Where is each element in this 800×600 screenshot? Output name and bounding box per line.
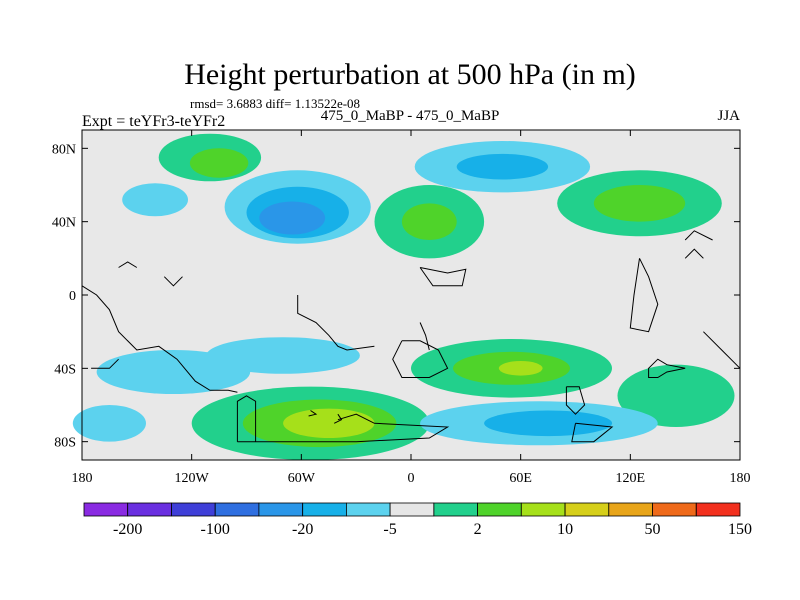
coastline	[648, 358, 686, 378]
colorbar-label: 150	[728, 521, 752, 538]
coastline	[237, 413, 450, 443]
coastlines	[81, 230, 741, 443]
coastline	[419, 322, 430, 351]
coastline	[419, 267, 467, 287]
x-tick-label: 180	[72, 471, 93, 486]
anomaly-region	[206, 337, 360, 374]
coastline	[703, 331, 741, 369]
colorbar-label: 50	[645, 521, 661, 538]
colorbar-box	[564, 502, 610, 517]
period-label: 475_0_MaBP - 475_0_MaBP	[321, 108, 500, 124]
y-tick-label: 80S	[54, 436, 76, 451]
colorbar-box	[389, 502, 435, 517]
plot-area	[72, 129, 741, 461]
stats-label: rmsd= 3.6883 diff= 1.13522e-08	[190, 96, 360, 111]
coastline	[297, 295, 375, 351]
coastline	[163, 276, 183, 287]
season-label: JJA	[717, 108, 740, 124]
coastline	[236, 395, 257, 442]
y-tick-label: 40S	[54, 362, 76, 377]
anomaly-region	[189, 148, 249, 178]
anomaly-region	[283, 408, 375, 438]
coastline	[565, 386, 586, 415]
coastline	[629, 258, 659, 333]
x-tick-label: 120E	[616, 471, 646, 486]
anomaly-region	[122, 183, 188, 217]
colorbar-label: -200	[113, 521, 142, 538]
coastline	[684, 248, 704, 259]
coastline	[308, 410, 318, 417]
experiment-label: Expt = teYFr3-teYFr2	[82, 113, 225, 130]
colorbar-box	[695, 502, 741, 517]
colorbar-box	[214, 502, 260, 517]
colorbar-label: -100	[201, 521, 230, 538]
colorbar-box	[608, 502, 653, 517]
anomaly-region	[72, 405, 146, 442]
x-axis: 180 120W 60W 0 60E 120E 180	[72, 130, 751, 486]
anomaly-region	[484, 410, 613, 437]
colorbar-label: -5	[383, 521, 396, 538]
anomaly-region	[593, 185, 686, 222]
colorbar-box	[520, 502, 566, 517]
colorbar-box	[433, 502, 478, 517]
anomaly-region	[498, 361, 543, 376]
colorbar-box	[258, 502, 303, 517]
colorbar-box	[652, 502, 697, 517]
x-tick-label: 120W	[175, 471, 210, 486]
coastline	[91, 358, 119, 369]
x-tick-label: 60W	[288, 471, 316, 486]
coastline	[392, 340, 449, 378]
y-tick-label: 0	[69, 289, 76, 304]
colorbar-box	[83, 502, 129, 517]
coastline	[118, 261, 138, 268]
colorbar-label: 10	[557, 521, 573, 538]
colorbar-box	[477, 502, 522, 517]
x-tick-label: 60E	[509, 471, 532, 486]
colorbar-box	[171, 502, 216, 517]
coastline	[81, 285, 238, 393]
colorbar-label: -20	[292, 521, 313, 538]
colorbar-box	[302, 502, 347, 517]
coastline	[571, 422, 614, 443]
anomaly-region	[259, 201, 326, 235]
anomaly-region	[401, 203, 457, 240]
coastline	[333, 413, 343, 424]
anomaly-region	[617, 364, 735, 427]
colorbar-label: 2	[474, 521, 482, 538]
colorbar-box	[127, 502, 172, 517]
colorbar: -200 -100 -20 -5 2 10 50 150	[83, 502, 752, 538]
chart-title: Height perturbation at 500 hPa (in m)	[184, 58, 636, 91]
coastline	[684, 230, 713, 241]
y-tick-label: 40N	[52, 216, 76, 231]
x-tick-label: 0	[408, 471, 415, 486]
x-tick-label: 180	[730, 471, 751, 486]
y-axis: 80N 40N 0 40S 80S	[52, 142, 740, 451]
y-tick-label: 80N	[52, 142, 76, 157]
anomaly-region	[456, 153, 549, 180]
colorbar-box	[345, 502, 391, 517]
